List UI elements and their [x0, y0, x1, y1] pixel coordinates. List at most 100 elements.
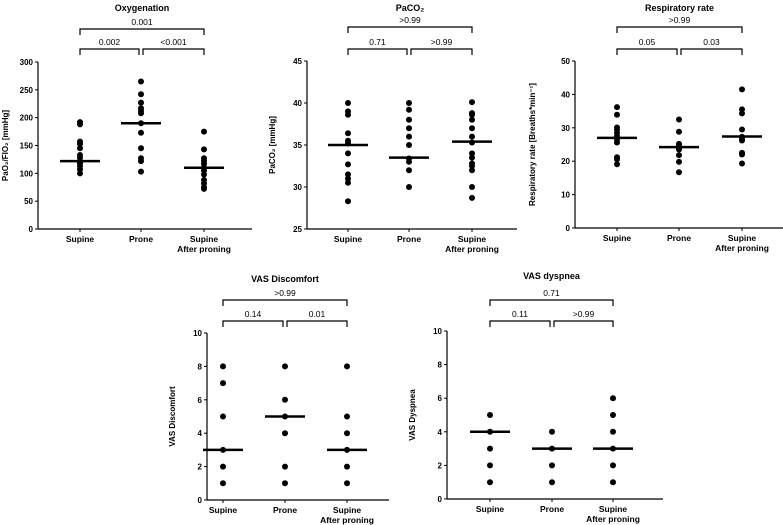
y-tick-label: 20: [561, 157, 570, 166]
x-tick-label: Prone: [397, 234, 421, 244]
p-value-label: >0.99: [669, 15, 691, 25]
p-value-label: 0.11: [512, 309, 528, 319]
data-point: [345, 179, 351, 186]
y-axis-label: PaCO₂ [mmHg]: [268, 116, 277, 174]
data-point: [344, 363, 350, 370]
data-point: [345, 111, 351, 118]
x-tick-label: After proning: [320, 515, 374, 525]
y-tick-label: 150: [20, 142, 34, 151]
data-point: [739, 110, 745, 117]
y-tick-label: 6: [198, 396, 203, 405]
significance-bracket: [347, 26, 473, 33]
data-point: [614, 139, 620, 146]
data-point: [345, 171, 351, 178]
data-point: [469, 133, 475, 140]
data-point: [344, 480, 350, 487]
y-tick-label: 40: [293, 99, 302, 108]
panel-vas-dyspnea: VAS dyspnea 0 2 4 6 8 10 VAS Dyspnea Supine Prone…: [408, 271, 663, 524]
data-point: [282, 363, 288, 370]
data-point: [610, 479, 616, 486]
significance-bracket: [680, 48, 743, 55]
data-point: [739, 151, 745, 158]
data-point: [610, 428, 616, 435]
y-tick-label: 0: [198, 496, 203, 505]
significance-bracket: [616, 26, 743, 33]
x-tick-label: Supine: [333, 505, 362, 515]
data-point: [220, 463, 226, 470]
x-tick-label: Supine: [190, 234, 219, 244]
y-tick-label: 2: [438, 461, 443, 470]
data-point: [345, 100, 351, 106]
data-point: [487, 412, 493, 418]
x-tick-label: After proning: [177, 244, 231, 254]
significance-bracket: [489, 320, 551, 327]
x-tick-label: Supine: [603, 233, 632, 243]
y-tick-label: 4: [198, 429, 203, 438]
data-point: [344, 430, 350, 437]
data-point: [77, 145, 83, 152]
data-point: [282, 396, 288, 403]
x-tick-label: Prone: [129, 234, 153, 244]
significance-bracket: [79, 28, 205, 35]
data-point: [676, 152, 682, 159]
data-point: [469, 150, 475, 157]
data-point: [220, 413, 226, 420]
data-point: [406, 116, 412, 123]
significance-bracket: [286, 320, 348, 327]
data-point: [739, 160, 745, 167]
x-tick-label: Supine: [66, 234, 95, 244]
y-tick-label: 0: [438, 495, 443, 504]
y-tick-label: 200: [20, 114, 34, 123]
data-point: [77, 140, 83, 147]
y-tick-label: 30: [561, 124, 570, 133]
data-point: [739, 86, 745, 93]
data-point: [77, 170, 83, 177]
data-point: [469, 154, 475, 161]
data-point: [344, 463, 350, 470]
data-point: [138, 91, 144, 98]
data-point: [549, 479, 555, 486]
p-value-label: 0.03: [703, 37, 720, 47]
y-tick-label: 8: [438, 361, 443, 370]
y-tick-label: 300: [20, 58, 34, 67]
p-value-label: 0.01: [309, 309, 326, 319]
data-point: [345, 130, 351, 137]
p-value-label: 0.71: [543, 288, 560, 298]
chart-title: PaCO₂: [396, 3, 425, 13]
data-point: [676, 169, 682, 176]
p-value-label: >0.99: [431, 37, 453, 47]
data-point: [406, 106, 412, 113]
data-point: [614, 161, 620, 168]
x-tick-label: Supine: [334, 234, 363, 244]
significance-bracket: [222, 299, 348, 306]
data-point: [406, 158, 412, 165]
x-tick-label: Supine: [599, 504, 628, 514]
y-tick-label: 4: [438, 428, 443, 437]
y-tick-label: 0: [29, 225, 34, 234]
data-point: [220, 363, 226, 370]
data-point: [549, 428, 555, 435]
data-point: [469, 116, 475, 123]
y-axis-label: VAS Discomfort: [168, 386, 177, 447]
y-axis-label: Respiratory rate [Breaths*min⁻¹]: [528, 83, 537, 206]
data-point: [469, 111, 475, 118]
panel-vas-discomfort: VAS Discomfort 0 2 4 6 8 10 VAS Discomfort Supin…: [168, 274, 389, 525]
p-value-label: >0.99: [399, 15, 421, 25]
data-point: [614, 104, 620, 111]
data-point: [469, 167, 475, 174]
p-value-label: 0.05: [639, 37, 656, 47]
data-point: [406, 100, 412, 106]
data-point: [739, 137, 745, 144]
data-point: [614, 111, 620, 118]
y-tick-label: 50: [561, 57, 570, 66]
data-point: [614, 156, 620, 163]
data-point: [549, 462, 555, 469]
data-point: [138, 99, 144, 106]
data-point: [344, 413, 350, 420]
data-point: [220, 380, 226, 387]
y-tick-label: 25: [293, 225, 302, 234]
x-tick-label: Supine: [209, 505, 238, 515]
data-point: [739, 126, 745, 133]
data-point: [469, 163, 475, 169]
y-tick-label: 0: [566, 224, 571, 233]
